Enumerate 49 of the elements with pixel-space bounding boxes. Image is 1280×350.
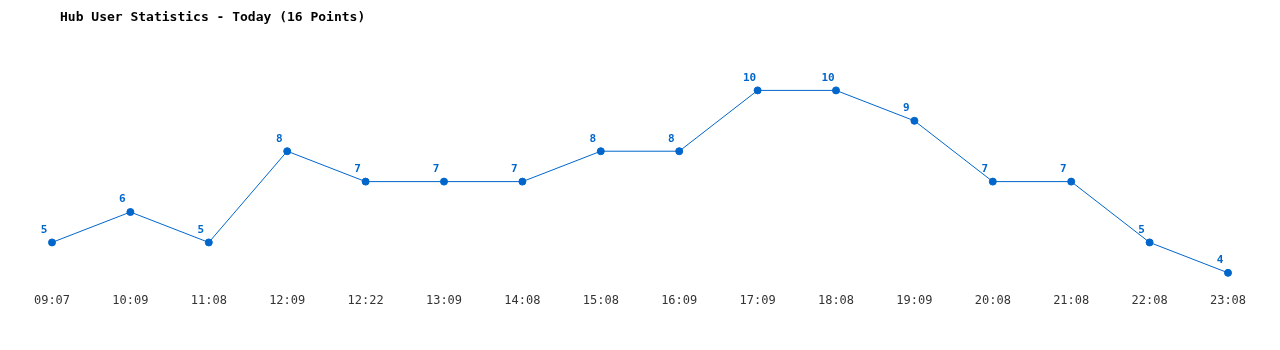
data-label: 8 (589, 131, 597, 145)
data-label: 9 (903, 101, 910, 115)
data-label: 7 (981, 161, 989, 175)
x-tick-label: 18:08 (817, 292, 855, 307)
data-label: 8 (667, 131, 675, 145)
x-tick-label: 10:09 (112, 292, 149, 307)
point (361, 177, 370, 186)
x-tick-label: 19:09 (896, 292, 933, 307)
point (596, 147, 605, 156)
data-label: 6 (119, 192, 127, 206)
x-tick-label: 12:09 (269, 292, 306, 307)
data-label: 5 (1138, 222, 1145, 236)
x-tick-label: 14:08 (504, 292, 541, 307)
x-tick-label: 12:22 (347, 292, 384, 307)
point (910, 116, 919, 125)
point (48, 238, 56, 247)
x-tick-label: 15:08 (582, 292, 619, 307)
x-tick-label: 16:09 (661, 292, 698, 307)
data-label: 8 (275, 131, 283, 145)
x-tick-label: 22:08 (1131, 292, 1168, 307)
point (283, 147, 292, 156)
point (204, 238, 213, 247)
x-tick-label: 11:08 (190, 292, 227, 307)
x-tick-label: 23:08 (1209, 292, 1247, 307)
point (440, 177, 448, 186)
x-tick-label: 13:09 (425, 292, 463, 307)
data-label: 5 (197, 222, 205, 236)
point (1224, 268, 1232, 277)
data-label: 7 (511, 161, 518, 175)
data-label: 10 (742, 70, 757, 84)
data-label: 7 (1059, 161, 1067, 175)
x-tick-label: 17:09 (739, 292, 776, 307)
point (753, 86, 762, 95)
data-label: 7 (354, 161, 361, 175)
point (126, 208, 135, 217)
x-tick-label: 09:07 (33, 292, 71, 307)
chart-title: Hub User Statistics - Today (16 Points) (60, 9, 366, 24)
point (1145, 238, 1154, 247)
data-label: 4 (1216, 253, 1224, 267)
point (1067, 177, 1076, 186)
point (988, 177, 997, 186)
point (675, 147, 684, 156)
point (832, 86, 840, 95)
data-label: 10 (821, 70, 835, 84)
data-label: 5 (40, 222, 48, 236)
x-tick-label: 20:08 (974, 292, 1011, 307)
data-label: 7 (432, 161, 440, 175)
x-tick-label: 21:08 (1053, 292, 1090, 307)
point (518, 177, 527, 186)
